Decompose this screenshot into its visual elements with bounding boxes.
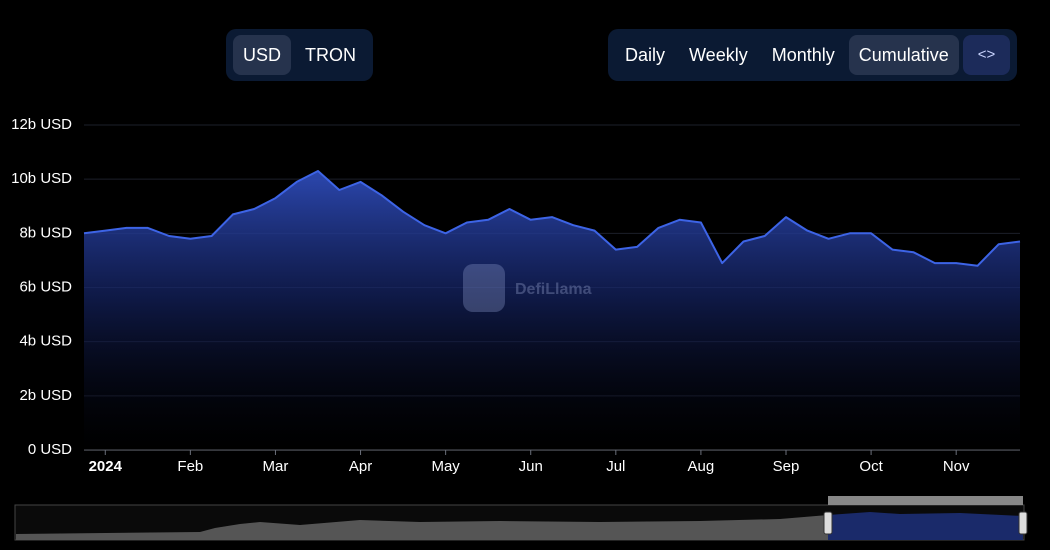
toggle-button[interactable]: Monthly [771,45,835,65]
period-toggle: Daily Weekly Monthly Cumulative <> [608,29,1018,81]
toggle-button[interactable]: Cumulative [848,35,959,75]
slider-track [14,504,1025,541]
x-tick-label: Jun [519,458,543,475]
toggle-button[interactable]: TRON [305,45,357,65]
x-tick-label: Nov [943,458,970,475]
x-tick-label: Jul [606,458,625,475]
range-slider[interactable] [14,496,1028,541]
slider-handle[interactable] [1018,511,1028,535]
y-tick-label: 0 USD [28,441,72,458]
area [84,171,1020,450]
y-tick-label: 12b USD [11,116,72,133]
y-tick-label: 2b USD [19,387,72,404]
currency-toggle: USD TRON [226,29,374,81]
x-tick-label: Oct [859,458,883,475]
watermark-logo [463,264,505,312]
x-tick-label: Aug [688,458,715,475]
slider-preview-selected [828,512,1023,540]
watermark: DefiLlama [463,264,592,312]
watermark-text: DefiLlama [515,281,592,298]
embed-button[interactable]: <> [962,35,1011,75]
y-tick-label: 10b USD [11,170,72,187]
slider-handle[interactable] [823,511,833,535]
toggle-button[interactable]: USD [233,35,292,75]
x-tick-label: May [431,458,460,475]
y-tick-label: 8b USD [19,224,72,241]
line [83,170,1021,267]
x-tick-label: Apr [349,458,372,475]
toggle-button[interactable]: Weekly [689,45,748,65]
x-tick-label: 2024 [89,458,123,475]
x-tick-label: Feb [177,458,203,475]
slider-handle-bar[interactable] [828,496,1023,505]
y-tick-label: 4b USD [19,333,72,350]
x-tick-label: Sep [773,458,800,475]
slider-preview [16,515,828,540]
plot: 0 USD 2b USD 4b USD 6b USD 8b USD 10b USD 12b … [11,116,1021,475]
toggle-button[interactable]: Daily [625,45,666,65]
y-tick-label: 6b USD [19,278,72,295]
x-tick-label: Mar [263,458,289,475]
